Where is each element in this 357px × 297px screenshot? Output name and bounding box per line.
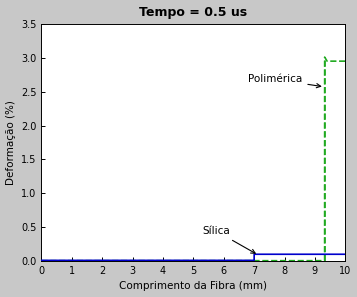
Text: Sílica: Sílica xyxy=(202,226,255,253)
Y-axis label: Deformação (%): Deformação (%) xyxy=(6,100,16,185)
X-axis label: Comprimento da Fibra (mm): Comprimento da Fibra (mm) xyxy=(119,282,267,291)
Title: Tempo = 0.5 us: Tempo = 0.5 us xyxy=(139,6,247,18)
Text: Polimérica: Polimérica xyxy=(248,75,321,88)
